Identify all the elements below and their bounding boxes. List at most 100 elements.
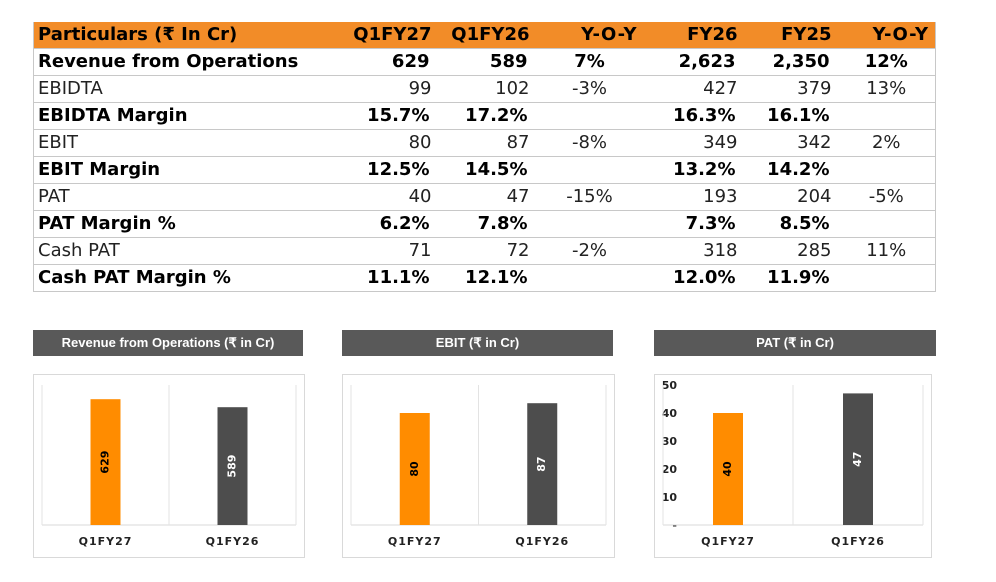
table-cell: 342 <box>743 129 838 157</box>
table-row: EBIT 80 87 -8% 349 342 2% <box>33 129 936 157</box>
table-cell: 2,623 <box>643 48 744 76</box>
bar-q1fy26 <box>843 393 873 525</box>
revenue-chart: 629 Q1FY27 589 Q1FY26 <box>33 374 305 558</box>
table-cell: 11% <box>837 237 936 265</box>
revenue-chart-title: Revenue from Operations (₹ in Cr) <box>33 330 303 356</box>
table-cell: 72 <box>437 237 536 265</box>
ebit-chart: 80 Q1FY27 87 Q1FY26 <box>342 374 615 558</box>
data-label: 47 <box>851 452 864 467</box>
table-row: Revenue from Operations 629 589 7% 2,623 2,35… <box>33 48 936 76</box>
table-cell: -15% <box>535 183 644 211</box>
row-label: EBIDTA Margin <box>33 102 342 130</box>
table-cell: -2% <box>535 237 644 265</box>
table-row: EBIDTA 99 102 -3% 427 379 13% <box>33 75 936 103</box>
y-tick-label: 30 <box>662 435 678 448</box>
table-cell: 12% <box>837 48 936 76</box>
table-cell: 71 <box>341 237 438 265</box>
table-cell: 12.5% <box>341 156 438 184</box>
table-cell: 427 <box>643 75 744 103</box>
table-cell: 7.8% <box>437 210 536 238</box>
table-cell: 80 <box>341 129 438 157</box>
table-cell: -8% <box>535 129 644 157</box>
table-cell: 11.1% <box>341 264 438 292</box>
category-label: Q1FY27 <box>79 535 133 548</box>
table-cell: 17.2% <box>437 102 536 130</box>
header-q1fy26: Q1FY26 <box>437 22 536 49</box>
table-cell <box>535 210 644 238</box>
table-cell <box>535 264 644 292</box>
table-cell: 318 <box>643 237 744 265</box>
table-cell: 12.1% <box>437 264 536 292</box>
row-label: Revenue from Operations <box>33 48 342 76</box>
table-cell: 14.2% <box>743 156 838 184</box>
table-row: Cash PAT Margin % 11.1% 12.1% 12.0% 11.9% <box>33 264 936 292</box>
row-label: Cash PAT Margin % <box>33 264 342 292</box>
table-cell: 2% <box>837 129 936 157</box>
table-cell: -3% <box>535 75 644 103</box>
table-cell <box>837 210 936 238</box>
table-cell <box>837 156 936 184</box>
table-cell: 12.0% <box>643 264 744 292</box>
category-label: Q1FY27 <box>388 535 442 548</box>
y-tick-label: 20 <box>662 463 678 476</box>
table-cell: 13% <box>837 75 936 103</box>
data-label: 589 <box>226 455 239 478</box>
table-row: EBIT Margin 12.5% 14.5% 13.2% 14.2% <box>33 156 936 184</box>
data-label: 629 <box>99 451 112 474</box>
table-cell: 8.5% <box>743 210 838 238</box>
category-label: Q1FY26 <box>206 535 260 548</box>
header-particulars: Particulars (₹ In Cr) <box>33 22 342 49</box>
table-cell <box>535 102 644 130</box>
table-cell: 47 <box>437 183 536 211</box>
bar-q1fy27 <box>713 413 743 525</box>
table-cell: 629 <box>341 48 438 76</box>
row-label: PAT <box>33 183 342 211</box>
category-label: Q1FY27 <box>701 535 755 548</box>
table-cell: 87 <box>437 129 536 157</box>
data-label: 87 <box>535 456 548 471</box>
table-cell: 15.7% <box>341 102 438 130</box>
ebit-chart-title: EBIT (₹ in Cr) <box>342 330 613 356</box>
chart-svg: 80 Q1FY27 87 Q1FY26 <box>350 385 607 548</box>
y-tick-label: 10 <box>662 491 678 504</box>
table-cell: 204 <box>743 183 838 211</box>
row-label: EBIDTA <box>33 75 342 103</box>
data-label: 40 <box>721 461 734 477</box>
table-cell: 285 <box>743 237 838 265</box>
row-label: Cash PAT <box>33 237 342 265</box>
financial-summary-table: Particulars (₹ In Cr) Q1FY27 Q1FY26 Y-O-… <box>33 22 936 292</box>
table-cell: 349 <box>643 129 744 157</box>
table-header-row: Particulars (₹ In Cr) Q1FY27 Q1FY26 Y-O-… <box>33 22 936 49</box>
table-cell: 40 <box>341 183 438 211</box>
table-cell: 14.5% <box>437 156 536 184</box>
y-tick-label: 40 <box>662 407 678 420</box>
table-row: Cash PAT 71 72 -2% 318 285 11% <box>33 237 936 265</box>
table-cell <box>837 264 936 292</box>
table-cell: 11.9% <box>743 264 838 292</box>
table-cell: 99 <box>341 75 438 103</box>
header-yoy-year: Y-O-Y <box>837 22 936 49</box>
bar-q1fy26 <box>217 407 248 525</box>
table-cell: 7.3% <box>643 210 744 238</box>
header-yoy-quarter: Y-O-Y <box>535 22 644 49</box>
bar-q1fy26 <box>527 403 558 525</box>
chart-svg: 629 Q1FY27 589 Q1FY26 <box>41 385 297 548</box>
bar-q1fy27 <box>90 399 121 525</box>
header-fy25: FY25 <box>743 22 838 49</box>
category-label: Q1FY26 <box>831 535 885 548</box>
table-cell: -5% <box>837 183 936 211</box>
header-q1fy27: Q1FY27 <box>341 22 438 49</box>
table-cell <box>837 102 936 130</box>
row-label: EBIT Margin <box>33 156 342 184</box>
y-tick-label: 50 <box>662 379 678 392</box>
table-cell: 6.2% <box>341 210 438 238</box>
row-label: PAT Margin % <box>33 210 342 238</box>
table-row: PAT Margin % 6.2% 7.8% 7.3% 8.5% <box>33 210 936 238</box>
row-label: EBIT <box>33 129 342 157</box>
bar-q1fy27 <box>399 413 430 525</box>
category-label: Q1FY26 <box>515 535 569 548</box>
table-cell: 13.2% <box>643 156 744 184</box>
table-cell: 7% <box>535 48 644 76</box>
